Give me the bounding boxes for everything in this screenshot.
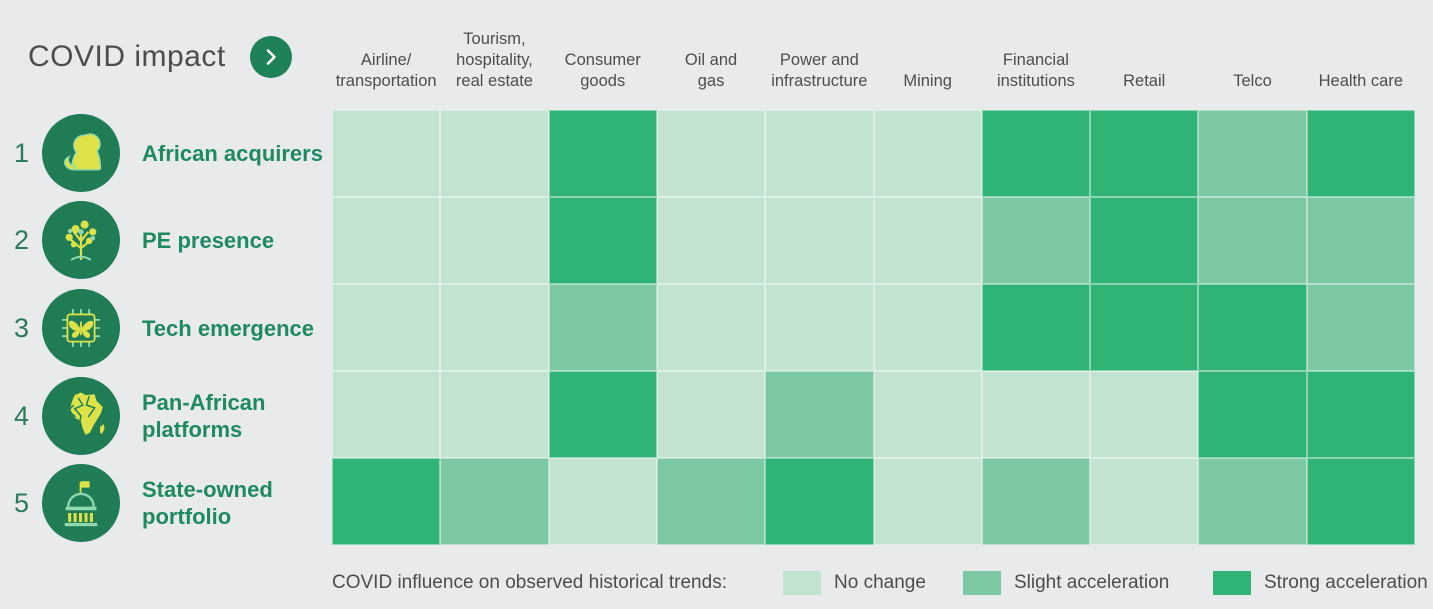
header: COVID impact	[28, 36, 292, 78]
chevron-right-icon[interactable]	[249, 36, 292, 78]
matrix-cell-r3-c4	[656, 284, 766, 371]
matrix-cell-r1-c4	[656, 110, 766, 197]
legend-item-strong: Strong acceleration	[1213, 568, 1428, 598]
matrix-cell-r1-c8	[1090, 110, 1199, 197]
trend-row-1: 1 African acquirers	[14, 109, 334, 197]
matrix-cell-r1-c7	[981, 110, 1091, 197]
matrix-cell-r3-c3	[548, 284, 657, 371]
matrix-cell-r1-c5	[765, 110, 874, 197]
matrix-cell-r4-c6	[873, 371, 982, 458]
matrix-cell-r3-c5	[765, 284, 874, 371]
matrix-cell-r4-c8	[1090, 371, 1199, 458]
row-label: PE presence	[142, 227, 275, 253]
matrix-cell-r3-c1	[332, 284, 441, 371]
matrix-cell-r2-c10	[1306, 197, 1415, 284]
legend-swatch-strong	[1213, 571, 1251, 595]
matrix-cell-r3-c7	[981, 284, 1091, 371]
matrix-cell-r5-c10	[1306, 458, 1415, 545]
column-headers: Airline/ transportation Tourism, hospital…	[332, 0, 1415, 92]
matrix-cell-r4-c3	[548, 371, 657, 458]
matrix-cell-r2-c8	[1090, 197, 1199, 284]
matrix-cell-r2-c2	[440, 197, 549, 284]
matrix-cell-r1-c6	[873, 110, 982, 197]
column-header-10: Health care	[1318, 72, 1404, 90]
matrix-cell-r2-c3	[548, 197, 657, 284]
matrix-cell-r4-c9	[1198, 371, 1307, 458]
column-header-6: Mining	[903, 72, 952, 90]
matrix-cell-r1-c9	[1198, 110, 1307, 197]
legend-caption: COVID influence on observed historical t…	[332, 572, 727, 593]
row-label: Pan-African platforms	[142, 390, 266, 442]
matrix-cell-r4-c2	[440, 371, 549, 458]
heatmap-grid	[332, 110, 1415, 545]
matrix-cell-r1-c3	[548, 110, 657, 197]
legend-item-no_change: No change	[783, 568, 926, 598]
column-header-4: Oil and gas	[684, 51, 738, 90]
trend-row-4: 4 Pan-African platforms	[14, 372, 334, 460]
matrix-cell-r2-c7	[981, 197, 1091, 284]
column-header-5: Power and infrastructure	[771, 51, 868, 90]
matrix-cell-r3-c2	[440, 284, 549, 371]
matrix-cell-r5-c2	[440, 458, 549, 545]
legend-label: Slight acceleration	[1014, 572, 1170, 593]
column-header-2: Tourism, hospitality, real estate	[455, 30, 533, 90]
government-building-icon	[42, 464, 120, 542]
matrix-cell-r4-c7	[981, 371, 1091, 458]
matrix-cell-r4-c10	[1306, 371, 1415, 458]
matrix-cell-r5-c9	[1198, 458, 1307, 545]
column-header-8: Retail	[1123, 72, 1166, 90]
column-header-9: Telco	[1233, 72, 1272, 90]
matrix-cell-r1-c1	[332, 110, 441, 197]
row-number: 4	[14, 400, 30, 431]
matrix-cell-r2-c1	[332, 197, 441, 284]
matrix-cell-r3-c10	[1306, 284, 1415, 371]
matrix-cell-r1-c2	[440, 110, 549, 197]
row-label: African acquirers	[142, 140, 323, 166]
legend: COVID influence on observed historical t…	[0, 568, 1433, 600]
column-header-1: Airline/ transportation	[335, 51, 437, 90]
row-number: 1	[14, 137, 30, 168]
matrix-cell-r2-c6	[873, 197, 982, 284]
tech-chip-butterfly-icon	[42, 289, 120, 367]
row-label: Tech emergence	[142, 315, 315, 341]
matrix-cell-r2-c4	[656, 197, 766, 284]
row-number: 3	[14, 312, 30, 343]
matrix-cell-r5-c1	[332, 458, 441, 545]
trend-row-2: 2 PE presence	[14, 196, 334, 284]
matrix-cell-r4-c5	[765, 371, 874, 458]
matrix-cell-r5-c7	[981, 458, 1091, 545]
legend-label: Strong acceleration	[1264, 572, 1428, 593]
matrix-cell-r1-c10	[1306, 110, 1415, 197]
column-header-3: Consumer goods	[564, 51, 641, 90]
legend-item-slight: Slight acceleration	[963, 568, 1169, 598]
matrix-cell-r5-c4	[656, 458, 766, 545]
legend-swatch-no_change	[783, 571, 821, 595]
matrix-cell-r4-c4	[656, 371, 766, 458]
matrix-cell-r5-c8	[1090, 458, 1199, 545]
legend-label: No change	[834, 572, 926, 593]
matrix-cell-r2-c5	[765, 197, 874, 284]
matrix-cell-r5-c3	[548, 458, 657, 545]
matrix-cell-r3-c6	[873, 284, 982, 371]
matrix-cell-r2-c9	[1198, 197, 1307, 284]
matrix-cell-r3-c8	[1090, 284, 1199, 371]
matrix-cell-r4-c1	[332, 371, 441, 458]
trend-row-3: 3 Tech emergence	[14, 284, 334, 372]
matrix-cell-r3-c9	[1198, 284, 1307, 371]
row-number: 2	[14, 224, 30, 255]
column-header-7: Financial institutions	[996, 51, 1075, 90]
lion-icon	[42, 114, 120, 192]
row-number: 5	[14, 487, 30, 518]
legend-swatch-slight	[963, 571, 1001, 595]
matrix-cell-r5-c6	[873, 458, 982, 545]
tree-icon	[42, 201, 120, 279]
trend-row-5: 5 State-owned portfolio	[14, 459, 334, 547]
page-title: COVID impact	[28, 40, 226, 73]
matrix-cell-r5-c5	[765, 458, 874, 545]
row-label: State-owned portfolio	[142, 477, 273, 529]
africa-map-icon	[42, 377, 120, 455]
